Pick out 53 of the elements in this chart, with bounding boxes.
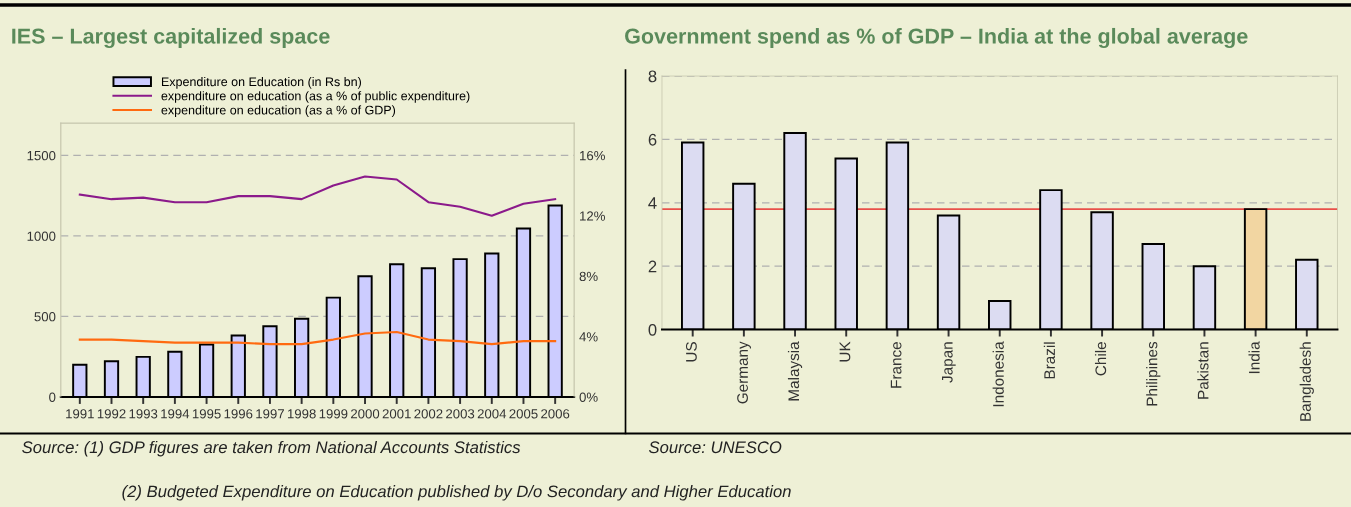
x-tick-label: 1994	[161, 409, 190, 419]
y-tick-label: 1500	[27, 150, 56, 161]
legend-label: Expenditure on Education (in Rs bn)	[161, 76, 361, 89]
chart-title: IES – Largest capitalized space	[12, 27, 330, 49]
x-tick-label: India	[1248, 341, 1260, 374]
y-tick-label: 8	[648, 70, 657, 83]
line-series	[78, 175, 557, 217]
x-tick-label: 2000	[351, 409, 380, 419]
y-tick-label: 4	[648, 197, 657, 209]
x-tick-label: 1997	[256, 409, 284, 419]
x-tick-label: 2005	[509, 409, 538, 419]
x-tick-label: 2001	[382, 409, 411, 419]
x-tick-label: 1996	[224, 409, 253, 419]
x-tick-label: 1991	[66, 409, 94, 419]
x-tick-label: Japan	[942, 342, 956, 383]
y2-tick-label: 0%	[579, 392, 598, 402]
x-tick-label: France	[890, 342, 902, 388]
y-tick-label: 6	[648, 133, 657, 146]
x-tick-label: Brazil	[1043, 342, 1056, 379]
x-tick-label: 1992	[97, 409, 126, 419]
source-note: Source: UNESCO	[648, 441, 782, 454]
y-tick-label: 500	[34, 312, 56, 322]
x-tick-label: 2004	[477, 409, 507, 419]
y2-tick-label: 12%	[580, 211, 605, 221]
y-tick-label: 1000	[27, 231, 56, 241]
x-tick-label: 2006	[541, 409, 570, 419]
x-tick-label: US	[685, 342, 697, 362]
x-tick-label: 2003	[446, 409, 475, 419]
y2-tick-label: 16%	[580, 150, 605, 161]
y2-tick-label: 4%	[579, 332, 598, 342]
source-note: Source: (1) GDP figures are taken from National Accounts Statistics	[22, 440, 521, 457]
chart-title: Government spend as % of GDP – India at the global average	[625, 27, 1248, 49]
x-tick-label: 1998	[287, 409, 316, 419]
y2-tick-label: 8%	[579, 271, 598, 282]
x-tick-label: Chile	[1094, 342, 1107, 376]
y-tick-label: 0	[648, 323, 657, 336]
text: (2) Budgeted Expenditure on Education published by D/o Secondary and Higher Education	[122, 485, 791, 501]
x-tick-label: Philipines	[1146, 341, 1161, 406]
x-tick-label: Malaysia	[787, 341, 803, 401]
x-tick-label: 1995	[192, 409, 221, 419]
x-tick-label: Pakistan	[1197, 342, 1209, 399]
x-tick-label: Indonesia	[992, 341, 1004, 407]
y-tick-label: 2	[648, 260, 657, 273]
legend-label: expenditure on education (as a % of public expenditure)	[161, 91, 470, 103]
x-tick-label: Germany	[737, 341, 751, 404]
x-tick-label: 1999	[319, 409, 348, 419]
y-tick-label: 0	[49, 392, 56, 402]
x-tick-label: 2002	[414, 409, 443, 419]
x-tick-label: UK	[839, 341, 851, 362]
x-tick-label: 1993	[129, 409, 158, 419]
legend-label: expenditure on education (as a % of GDP)	[161, 105, 396, 117]
line-series	[78, 331, 557, 346]
x-tick-label: Bangladesh	[1299, 342, 1314, 421]
